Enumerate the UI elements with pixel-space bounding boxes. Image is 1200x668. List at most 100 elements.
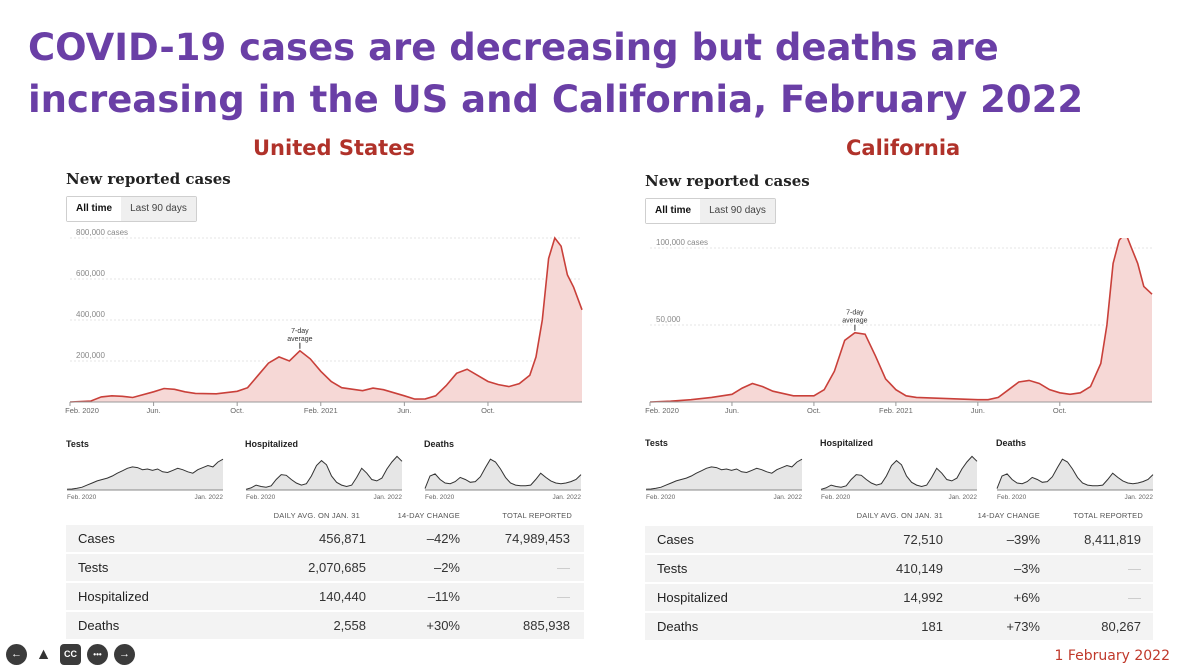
row-label: Cases [78, 531, 115, 546]
x-tick-label: Feb. 2020 [645, 406, 679, 415]
table-row: Deaths 2,558 +30% 885,938 [66, 612, 584, 640]
ca-stats-table: DAILY AVG. ON JAN. 31 14-DAY CHANGE TOTA… [645, 508, 1153, 643]
footer-date: 1 February 2022 [1054, 648, 1170, 664]
table-row: Tests 2,070,685 –2% — [66, 554, 584, 582]
ca-last-90-days-tab[interactable]: Last 90 days [700, 199, 775, 223]
us-chart-heading: New reported cases [66, 170, 231, 188]
mini-end-label: Jan. 2022 [1124, 494, 1153, 501]
ca-all-time-tab[interactable]: All time [646, 199, 701, 223]
mini-start-label: Feb. 2020 [67, 494, 97, 501]
daily-value: 456,871 [319, 531, 366, 546]
ca-col-daily-avg: DAILY AVG. ON JAN. 31 [856, 511, 943, 520]
mini-line [245, 455, 403, 490]
ca-range-toggle[interactable]: All time Last 90 days [645, 198, 776, 224]
pointer-icon[interactable]: ▲ [35, 646, 52, 663]
x-tick-label: Jun. [971, 406, 985, 415]
us-mini-label-tests: Tests [66, 439, 89, 449]
closed-caption-icon[interactable]: CC [60, 644, 81, 665]
more-icon[interactable]: ••• [87, 644, 108, 665]
y-tick-label: 100,000 cases [656, 238, 708, 247]
total-value: 885,938 [523, 618, 570, 633]
x-tick-label: Oct. [230, 406, 244, 415]
x-tick-label: Jun. [146, 406, 160, 415]
total-value: 8,411,819 [1084, 532, 1141, 547]
annotation-line-2: average [842, 318, 867, 325]
ca-hospitalized-mini-chart: Feb. 2020 Jan. 2022 [820, 455, 977, 501]
table-row: Cases 456,871 –42% 74,989,453 [66, 525, 584, 553]
y-tick-label: 50,000 [656, 315, 681, 324]
total-value: 74,989,453 [504, 531, 570, 546]
table-row: Deaths 181 +73% 80,267 [645, 613, 1153, 641]
x-tick-label: Feb. 2021 [879, 406, 913, 415]
annotation-line-1: 7-day [291, 328, 309, 335]
daily-value: 2,070,685 [308, 560, 366, 575]
us-mini-label-hospitalized: Hospitalized [245, 439, 299, 449]
mini-area [425, 459, 581, 490]
row-label: Tests [78, 560, 109, 575]
mini-line [996, 458, 1154, 489]
mini-start-label: Feb. 2020 [997, 494, 1027, 501]
ca-mini-label-tests: Tests [645, 438, 668, 448]
ca-deaths-mini-chart: Feb. 2020 Jan. 2022 [996, 458, 1154, 501]
mini-end-label: Jan. 2022 [552, 494, 581, 501]
ca-tests-mini-chart: Feb. 2020 Jan. 2022 [645, 458, 802, 501]
forward-arrow-icon[interactable]: → [114, 644, 135, 665]
back-arrow-icon[interactable]: ← [6, 644, 27, 665]
change-value: –39% [1006, 532, 1040, 547]
region-label-us: United States [253, 136, 415, 160]
mini-start-label: Feb. 2020 [821, 494, 851, 501]
us-hospitalized-mini-chart: Feb. 2020 Jan. 2022 [245, 455, 403, 501]
cases-area [650, 238, 1152, 402]
daily-value: 72,510 [903, 532, 943, 547]
annotation-line-2: average [287, 336, 312, 343]
mini-start-label: Feb. 2020 [646, 494, 676, 501]
change-value: –2% [433, 560, 460, 575]
row-label: Hospitalized [657, 590, 728, 605]
table-row: Hospitalized 140,440 –11% — [66, 583, 584, 611]
us-stats-table: DAILY AVG. ON JAN. 31 14-DAY CHANGE TOTA… [66, 508, 584, 643]
total-value: 80,267 [1101, 619, 1141, 634]
x-tick-label: Oct. [807, 406, 821, 415]
us-range-toggle[interactable]: All time Last 90 days [66, 196, 197, 222]
cases-line [69, 236, 583, 403]
row-label: Cases [657, 532, 694, 547]
table-row: Tests 410,149 –3% — [645, 555, 1153, 583]
us-last-90-days-tab[interactable]: Last 90 days [121, 197, 196, 221]
change-value: –3% [1013, 561, 1040, 576]
us-deaths-mini-chart: Feb. 2020 Jan. 2022 [424, 458, 582, 501]
total-value: — [557, 589, 570, 604]
ca-chart-heading: New reported cases [645, 172, 810, 190]
change-value: +73% [1006, 619, 1040, 634]
y-tick-label: 400,000 [76, 310, 105, 319]
cases-line [649, 238, 1153, 403]
x-tick-label: Oct. [481, 406, 495, 415]
mini-area [67, 459, 223, 490]
daily-value: 2,558 [333, 618, 366, 633]
mini-area [646, 459, 802, 490]
mini-line [66, 458, 224, 490]
slide-title: COVID-19 cases are decreasing but deaths… [28, 26, 1084, 121]
mini-line [424, 458, 582, 489]
y-tick-label: 200,000 [76, 351, 105, 360]
change-value: +30% [426, 618, 460, 633]
cases-area [70, 238, 582, 402]
mini-area [997, 459, 1153, 490]
mini-start-label: Feb. 2020 [425, 494, 455, 501]
row-label: Tests [657, 561, 688, 576]
row-label: Deaths [657, 619, 699, 634]
us-mini-label-deaths: Deaths [424, 439, 455, 449]
table-row: Cases 72,510 –39% 8,411,819 [645, 526, 1153, 554]
table-row: Hospitalized 14,992 +6% — [645, 584, 1153, 612]
mini-start-label: Feb. 2020 [246, 494, 276, 501]
mini-end-label: Jan. 2022 [948, 494, 977, 501]
mini-end-label: Jan. 2022 [373, 494, 402, 501]
daily-value: 181 [921, 619, 943, 634]
ca-cases-chart: 50,000 100,000 cases Feb. 2020 Jun. Oct. Feb.… [645, 238, 1153, 415]
mini-area [246, 456, 402, 490]
us-all-time-tab[interactable]: All time [67, 197, 122, 221]
y-tick-label: 800,000 cases [76, 228, 128, 237]
us-cases-chart: 200,000 400,000 600,000 800,000 cases Feb. 2… [65, 228, 583, 415]
row-label: Deaths [78, 618, 120, 633]
ca-mini-label-deaths: Deaths [996, 438, 1027, 448]
mini-end-label: Jan. 2022 [773, 494, 802, 501]
